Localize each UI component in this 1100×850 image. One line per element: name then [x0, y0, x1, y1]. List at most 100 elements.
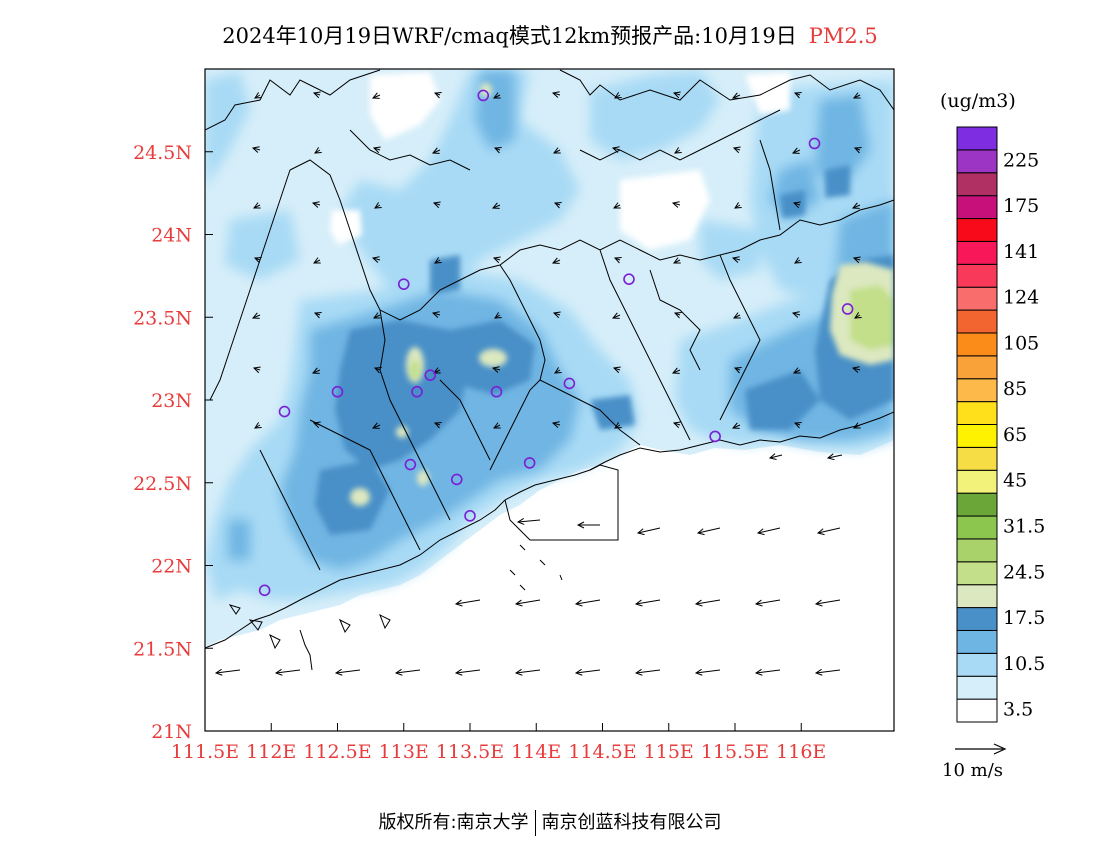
legend-bin [956, 538, 998, 563]
longitude-axis: 111.5E 112E 112.5E 113E 113.5E 114E 114.5E 115E… [171, 723, 826, 763]
wind-arrow [314, 147, 322, 154]
wind-arrow [433, 421, 442, 429]
station-marker [523, 457, 536, 469]
station-markers [258, 89, 854, 597]
wind-arrow [553, 147, 561, 154]
wind-arrow [793, 421, 802, 429]
title-species: PM2.5 [808, 24, 878, 48]
station-marker [450, 473, 463, 486]
legend-label: 45 [1003, 470, 1027, 492]
clean-air-patches [330, 72, 790, 250]
lon-tick-label: 115E [644, 741, 694, 763]
lat-tick-label: 21N [151, 721, 192, 743]
province-boundary-northeast [559, 69, 894, 111]
wind-arrow [756, 527, 781, 536]
color-legend: 3.5 10.5 17.5 24.5 31.5 45 65 85 105 124 141 175 225 [956, 126, 1045, 723]
wind-vectors [214, 91, 862, 676]
concentration-field [205, 69, 894, 731]
footer-separator [534, 810, 536, 836]
legend-bin [956, 195, 998, 220]
wind-arrow [634, 599, 661, 607]
wind-arrow [814, 599, 841, 607]
wind-arrow [274, 668, 301, 676]
province-boundary-north [205, 69, 381, 131]
wind-reference-label: 10 m/s [942, 760, 1003, 781]
legend-bin [956, 378, 998, 403]
wind-arrow [312, 91, 321, 99]
legend-label: 65 [1003, 424, 1027, 446]
legend-bin [956, 446, 998, 471]
wind-arrow [371, 256, 381, 263]
station-marker [331, 385, 344, 398]
legend-label: 24.5 [1003, 561, 1045, 583]
legend-bin [956, 126, 998, 151]
wind-arrow [754, 599, 781, 607]
wind-arrow [494, 312, 502, 319]
wind-arrow [791, 311, 801, 318]
legend-label: 175 [1003, 195, 1039, 217]
wind-arrow [732, 146, 741, 154]
wind-arrow [696, 527, 721, 536]
wind-arrow [614, 422, 622, 429]
coastline-and-boundaries [205, 69, 894, 671]
lat-tick-label: 24.5N [133, 142, 192, 164]
wind-arrow [793, 367, 801, 374]
station-marker [841, 303, 854, 315]
lat-tick-label: 22N [151, 556, 192, 578]
county-boundary-2 [649, 269, 701, 371]
legend-bin [956, 584, 998, 609]
lon-tick-label: 111.5E [171, 741, 239, 763]
wind-arrow [454, 668, 481, 676]
legend-label: 124 [1003, 287, 1039, 309]
wind-arrow [673, 257, 681, 264]
wind-arrow [371, 422, 381, 429]
wind-arrow [491, 202, 501, 209]
legend-label: 85 [1003, 378, 1027, 400]
station-marker [563, 377, 576, 390]
wind-arrow [516, 518, 541, 525]
wind-arrow [492, 92, 501, 99]
station-marker [397, 278, 410, 290]
legend-label: 17.5 [1003, 607, 1045, 629]
lon-tick-label: 113.5E [436, 741, 504, 763]
wind-arrow [454, 599, 481, 607]
legend-label: 31.5 [1003, 515, 1045, 537]
wind-arrow [313, 257, 321, 264]
wind-arrow [493, 146, 502, 154]
legend-label: 105 [1003, 332, 1039, 354]
station-marker [411, 385, 423, 398]
station-marker [278, 405, 291, 418]
station-marker [464, 510, 476, 522]
lon-tick-label: 112.5E [303, 741, 371, 763]
wind-arrow [672, 91, 681, 99]
legend-bin [956, 469, 998, 494]
lat-tick-label: 24N [151, 225, 192, 247]
legend-bin [956, 401, 998, 426]
station-marker [709, 430, 721, 443]
wind-arrow [854, 312, 862, 319]
station-marker [477, 89, 490, 102]
wind-arrow [636, 527, 661, 536]
wind-arrow [251, 146, 261, 153]
copyright-right: 南京创蓝科技有限公司 [541, 812, 722, 833]
wind-arrow [791, 147, 801, 154]
copyright-footer: 版权所有:南京大学 南京创蓝科技有限公司 [0, 808, 1100, 836]
wind-arrow [373, 366, 382, 374]
wind-arrow [574, 599, 601, 607]
legend-bin [956, 218, 998, 242]
district-boundaries [209, 109, 894, 571]
legend-bin [956, 515, 998, 540]
wind-arrow [851, 366, 861, 373]
station-marker [404, 458, 417, 471]
wind-arrow [334, 668, 361, 676]
legend-label: 3.5 [1003, 699, 1033, 721]
legend-bin [956, 149, 998, 174]
wind-arrow [731, 256, 741, 263]
wind-arrow [514, 599, 541, 607]
wind-arrow [252, 366, 261, 374]
wind-arrow [754, 668, 781, 676]
map-title: 2024年10月19日WRF/cmaq模式12km预报产品:10月19日 PM2.… [0, 20, 1100, 50]
wind-arrow [552, 311, 561, 319]
